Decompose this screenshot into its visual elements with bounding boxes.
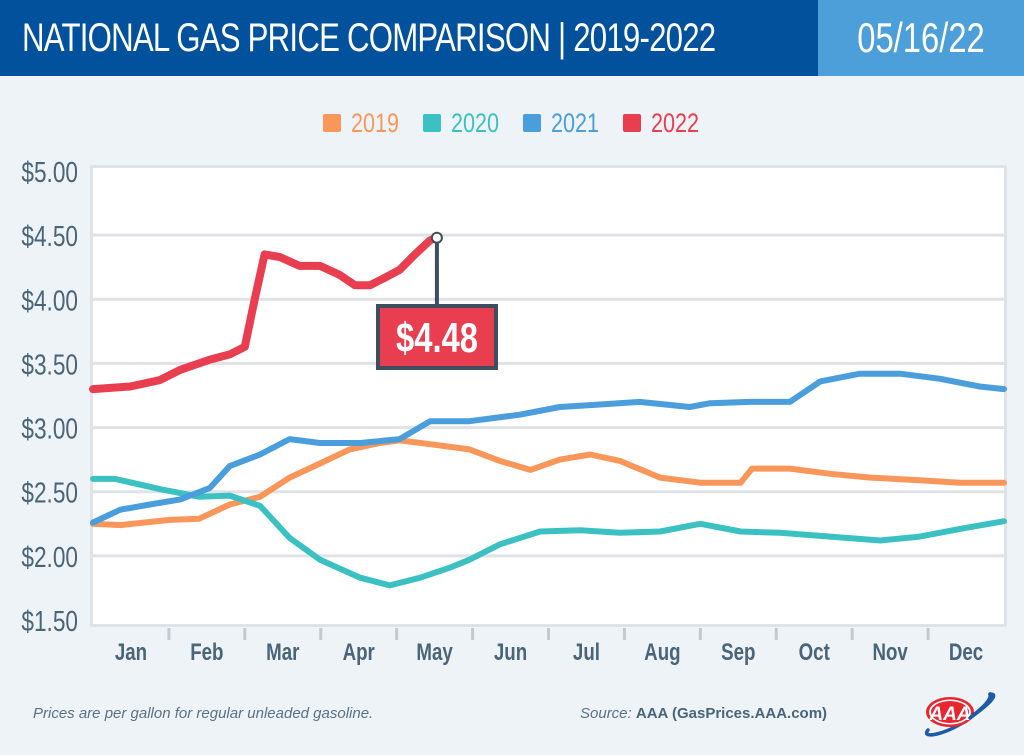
chart-legend: 2019 2020 2021 2022 bbox=[0, 108, 1024, 138]
legend-item-2022: 2022 bbox=[623, 108, 701, 138]
series-line-2022 bbox=[89, 233, 441, 394]
x-tick-label: Oct bbox=[799, 639, 830, 666]
svg-text:AAA: AAA bbox=[928, 704, 970, 725]
report-date: 05/16/22 bbox=[857, 14, 985, 61]
source-name: AAA (GasPrices.AAA.com) bbox=[635, 705, 828, 722]
legend-label: 2020 bbox=[450, 108, 499, 138]
x-tick-label: May bbox=[416, 639, 452, 666]
y-tick-label: $2.00 bbox=[21, 540, 78, 573]
x-tick-label: Jan bbox=[115, 639, 147, 666]
source-label: Source: bbox=[580, 705, 632, 722]
plot-area bbox=[93, 168, 1004, 624]
footnote: Prices are per gallon for regular unlead… bbox=[33, 705, 374, 722]
source-credit: Source: AAA (GasPrices.AAA.com) bbox=[580, 705, 827, 722]
x-tick-label: Sep bbox=[721, 639, 755, 666]
legend-item-2020: 2020 bbox=[422, 108, 501, 138]
legend-label: 2022 bbox=[651, 108, 700, 138]
y-tick-label: $2.50 bbox=[21, 476, 78, 509]
x-tick-label: Mar bbox=[266, 639, 300, 666]
x-tick-label: Aug bbox=[644, 639, 680, 666]
y-tick-label: $5.00 bbox=[21, 155, 78, 188]
callout-marker bbox=[430, 231, 443, 244]
legend-item-2021: 2021 bbox=[523, 108, 601, 138]
y-tick-label: $1.50 bbox=[21, 604, 78, 637]
legend-swatch-icon bbox=[623, 114, 642, 132]
x-tick-label: Jun bbox=[494, 639, 527, 666]
x-tick-label: Nov bbox=[872, 639, 907, 666]
legend-label: 2021 bbox=[551, 108, 600, 138]
legend-label: 2019 bbox=[350, 108, 399, 138]
y-tick-label: $3.50 bbox=[21, 348, 78, 381]
aaa-logo-icon: AAA bbox=[924, 692, 996, 737]
legend-swatch-icon bbox=[322, 114, 341, 132]
series-line-2020 bbox=[90, 475, 1007, 589]
series-line-2021 bbox=[90, 370, 1007, 526]
legend-swatch-icon bbox=[523, 114, 541, 132]
legend-item-2019: 2019 bbox=[322, 108, 401, 138]
y-tick-label: $4.50 bbox=[21, 219, 78, 252]
x-tick-label: Feb bbox=[190, 639, 223, 666]
callout-label: $4.48 bbox=[396, 314, 478, 361]
callout-box bbox=[376, 304, 498, 370]
header-bar: NATIONAL GAS PRICE COMPARISON | 2019-202… bbox=[0, 0, 1024, 76]
date-panel: 05/16/22 bbox=[818, 0, 1024, 76]
y-tick-label: $4.00 bbox=[21, 284, 78, 317]
legend-swatch-icon bbox=[422, 114, 441, 132]
y-tick-label: $3.00 bbox=[21, 412, 78, 445]
x-tick-label: Dec bbox=[949, 639, 983, 666]
page-title: NATIONAL GAS PRICE COMPARISON | 2019-202… bbox=[22, 16, 716, 60]
x-tick-label: Apr bbox=[343, 639, 376, 666]
x-tick-label: Jul bbox=[573, 639, 600, 666]
